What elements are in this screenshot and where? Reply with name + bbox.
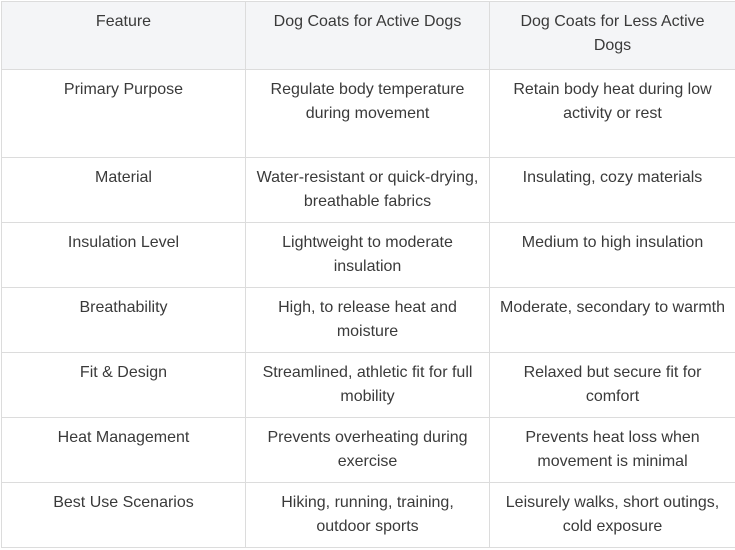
less-active-dogs-cell: Leisurely walks, short outings, cold exp… <box>490 483 735 548</box>
active-dogs-cell: Regulate body temperature during movemen… <box>246 70 490 158</box>
less-active-dogs-cell: Insulating, cozy materials <box>490 158 735 223</box>
header-less-active-dogs: Dog Coats for Less Active Dogs <box>490 2 735 70</box>
feature-cell: Fit & Design <box>2 353 246 418</box>
feature-cell: Breathability <box>2 288 246 353</box>
feature-cell: Material <box>2 158 246 223</box>
header-feature: Feature <box>2 2 246 70</box>
less-active-dogs-cell: Moderate, secondary to warmth <box>490 288 735 353</box>
feature-cell: Best Use Scenarios <box>2 483 246 548</box>
active-dogs-cell: Prevents overheating during exercise <box>246 418 490 483</box>
feature-cell: Heat Management <box>2 418 246 483</box>
less-active-dogs-cell: Relaxed but secure fit for comfort <box>490 353 735 418</box>
active-dogs-cell: Water-resistant or quick-drying, breatha… <box>246 158 490 223</box>
active-dogs-cell: Streamlined, athletic fit for full mobil… <box>246 353 490 418</box>
feature-cell: Primary Purpose <box>2 70 246 158</box>
active-dogs-cell: Hiking, running, training, outdoor sport… <box>246 483 490 548</box>
header-active-dogs: Dog Coats for Active Dogs <box>246 2 490 70</box>
less-active-dogs-cell: Retain body heat during low activity or … <box>490 70 735 158</box>
active-dogs-cell: High, to release heat and moisture <box>246 288 490 353</box>
feature-cell: Insulation Level <box>2 223 246 288</box>
active-dogs-cell: Lightweight to moderate insulation <box>246 223 490 288</box>
less-active-dogs-cell: Prevents heat loss when movement is mini… <box>490 418 735 483</box>
header-row: Feature Dog Coats for Active Dogs Dog Co… <box>2 2 735 70</box>
less-active-dogs-cell: Medium to high insulation <box>490 223 735 288</box>
